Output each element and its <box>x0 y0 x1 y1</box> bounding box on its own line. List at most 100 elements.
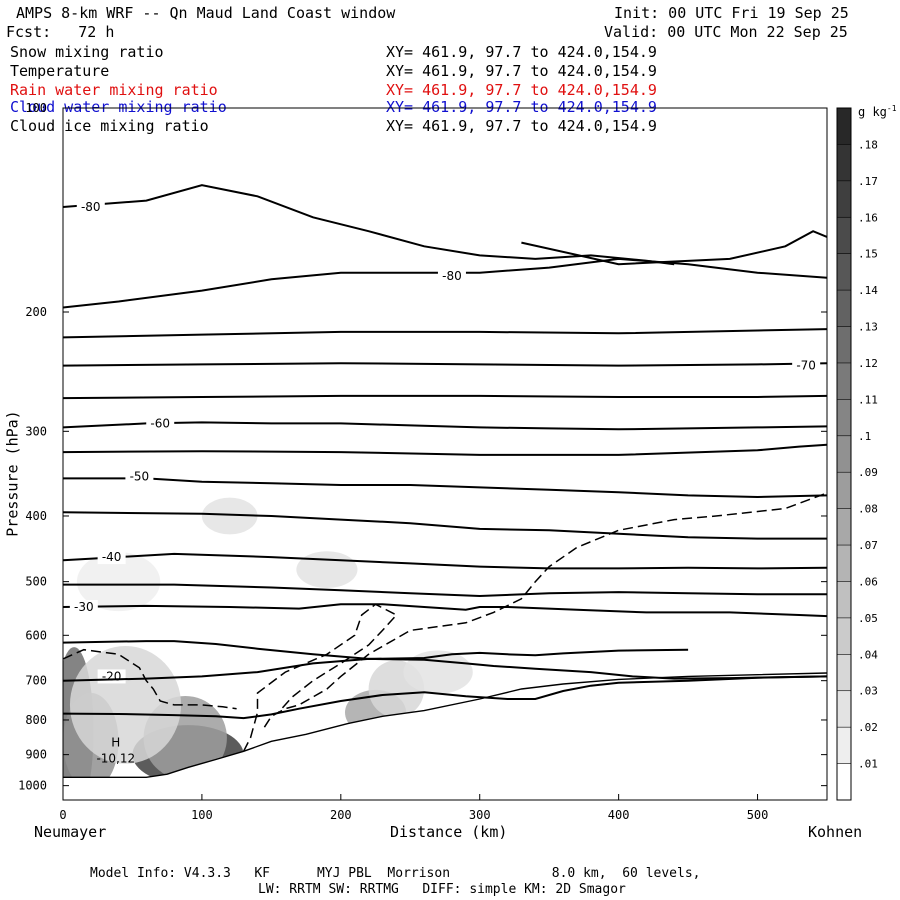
forecast-hour: Fcst: 72 h <box>6 23 115 41</box>
colorbar-swatch <box>837 435 851 473</box>
terrain-surface-line <box>63 672 827 778</box>
colorbar-tick-label: .15 <box>858 248 878 261</box>
terrain-fill <box>63 673 827 800</box>
isotherm-label: -60 <box>150 416 170 430</box>
snow-shading-layer <box>63 497 473 800</box>
colorbar-swatch <box>837 362 851 400</box>
location-left: Neumayer <box>34 823 107 841</box>
isotherm-line <box>63 421 827 431</box>
plot-frame <box>62 107 828 801</box>
isotherm-line <box>63 552 827 570</box>
y-tick-label: 800 <box>25 713 47 727</box>
colorbar-tick-label: .1 <box>858 430 871 443</box>
colorbar-swatch <box>837 617 851 655</box>
legend-name-cloud-water: Cloud water mixing ratio <box>10 98 227 116</box>
colorbar-swatch <box>837 180 851 218</box>
x-tick-label: 300 <box>469 808 491 822</box>
colorbar-swatch <box>837 144 851 181</box>
x-tick-label: 200 <box>330 808 352 822</box>
legend-name-cloud-ice: Cloud ice mixing ratio <box>10 117 209 135</box>
model-physics: LW: RRTM SW: RRTMG DIFF: simple KM: 2D S… <box>258 882 626 897</box>
y-tick-label: 100 <box>25 101 47 115</box>
isotherm-line <box>63 328 827 339</box>
y-tick-label: 900 <box>25 748 47 762</box>
snow-blob <box>76 552 161 612</box>
colorbar-tick-label: .11 <box>858 393 878 406</box>
valid-time: Valid: 00 UTC Mon 22 Sep 25 <box>604 23 848 41</box>
isotherm-label-bg <box>76 200 105 215</box>
isotherm-label: -40 <box>102 550 122 564</box>
y-tick-label: 600 <box>25 628 47 642</box>
isotherm-line <box>63 583 827 598</box>
colorbar-tick-label: .09 <box>858 466 878 479</box>
y-tick-label: 400 <box>25 509 47 523</box>
colorbar-tick-label: .06 <box>858 575 878 588</box>
legend-name-temperature: Temperature <box>10 62 110 80</box>
dashed-contour <box>263 492 827 728</box>
colorbar-tick-label: .18 <box>858 138 878 151</box>
legend-xy-rain: XY= 461.9, 97.7 to 424.0,154.9 <box>386 81 657 99</box>
legend-xy-cloud-water: XY= 461.9, 97.7 to 424.0,154.9 <box>386 98 657 116</box>
colorbar-tick-label: .13 <box>858 321 878 334</box>
colorbar-swatch <box>837 290 851 327</box>
isotherm-label-bg <box>437 269 466 284</box>
isotherm-line <box>63 640 689 660</box>
legend-xy-temperature: XY= 461.9, 97.7 to 424.0,154.9 <box>386 62 657 80</box>
extremum-value: -10,12 <box>96 751 135 765</box>
isotherm-line <box>63 257 827 309</box>
colorbar-swatch <box>837 108 851 145</box>
isotherm-label: -80 <box>81 200 101 214</box>
colorbar-tick-label: .17 <box>858 175 878 188</box>
y-tick-label: 500 <box>25 575 47 589</box>
extremum-label: H <box>111 735 120 749</box>
colorbar-swatch <box>837 727 851 764</box>
colorbar-swatch <box>837 690 851 728</box>
colorbar-swatch <box>837 581 851 618</box>
extremum-marker: H -10,12 <box>96 735 135 765</box>
colorbar-frame <box>836 107 852 801</box>
y-tick-label: 300 <box>25 424 47 438</box>
x-tick-label: 500 <box>747 808 769 822</box>
location-right: Kohnen <box>808 823 863 841</box>
colorbar-swatch <box>837 326 851 363</box>
isotherm-line <box>521 230 827 266</box>
colorbar-tick-label: .14 <box>858 284 878 297</box>
y-tick-label: 200 <box>25 305 47 319</box>
x-tick-label: 100 <box>191 808 213 822</box>
isotherm-label: -20 <box>102 669 122 683</box>
colorbar-unit: g kg-1 <box>858 104 897 119</box>
colorbar-swatch <box>837 253 851 291</box>
colorbar: .01 .02 .03 .04 .05 .06 .07 .08 .09 .1 .11 .12 .13 .1… <box>836 107 878 801</box>
colorbar-tick-label: .01 <box>858 758 878 771</box>
colorbar-tick-label: .07 <box>858 539 878 552</box>
isotherm-label: -70 <box>796 359 816 373</box>
legend-name-rain: Rain water mixing ratio <box>10 81 218 99</box>
terrain-layer <box>63 672 827 800</box>
isotherm-label-bg <box>792 358 821 373</box>
colorbar-swatch <box>837 654 851 691</box>
isotherm-line <box>63 603 827 618</box>
isotherm-line <box>63 511 827 540</box>
legend-name-snow: Snow mixing ratio <box>10 43 164 61</box>
x-tick-label: 0 <box>59 808 66 822</box>
model-info: Model Info: V4.3.3 KF MYJ PBL Morrison 8… <box>90 866 701 881</box>
legend-xy-snow: XY= 461.9, 97.7 to 424.0,154.9 <box>386 43 657 61</box>
colorbar-tick-label: .02 <box>858 721 878 734</box>
isotherm-label-bg <box>125 469 154 484</box>
colorbar-tick-label: .12 <box>858 357 878 370</box>
isotherm-line <box>63 477 827 499</box>
isotherm-label: -30 <box>74 600 94 614</box>
isotherm-line <box>63 184 675 266</box>
colorbar-swatch <box>837 217 851 254</box>
isotherm-layer: -80 -80 -70 -60 -50 -40 -30 -20 <box>63 184 827 720</box>
colorbar-swatch <box>837 763 851 800</box>
isotherm-line <box>63 394 827 400</box>
colorbar-tick-label: .05 <box>858 612 878 625</box>
snow-blob <box>403 650 473 694</box>
y-axis-label: Pressure (hPa) <box>3 410 22 537</box>
isotherm-label-bg <box>97 550 126 565</box>
axes-frame: 100 200 300 400 500 600 700 800 900 1000 0 100 200 30… <box>18 101 828 822</box>
isotherm-label-bg <box>69 600 98 615</box>
snow-blob <box>201 497 258 535</box>
